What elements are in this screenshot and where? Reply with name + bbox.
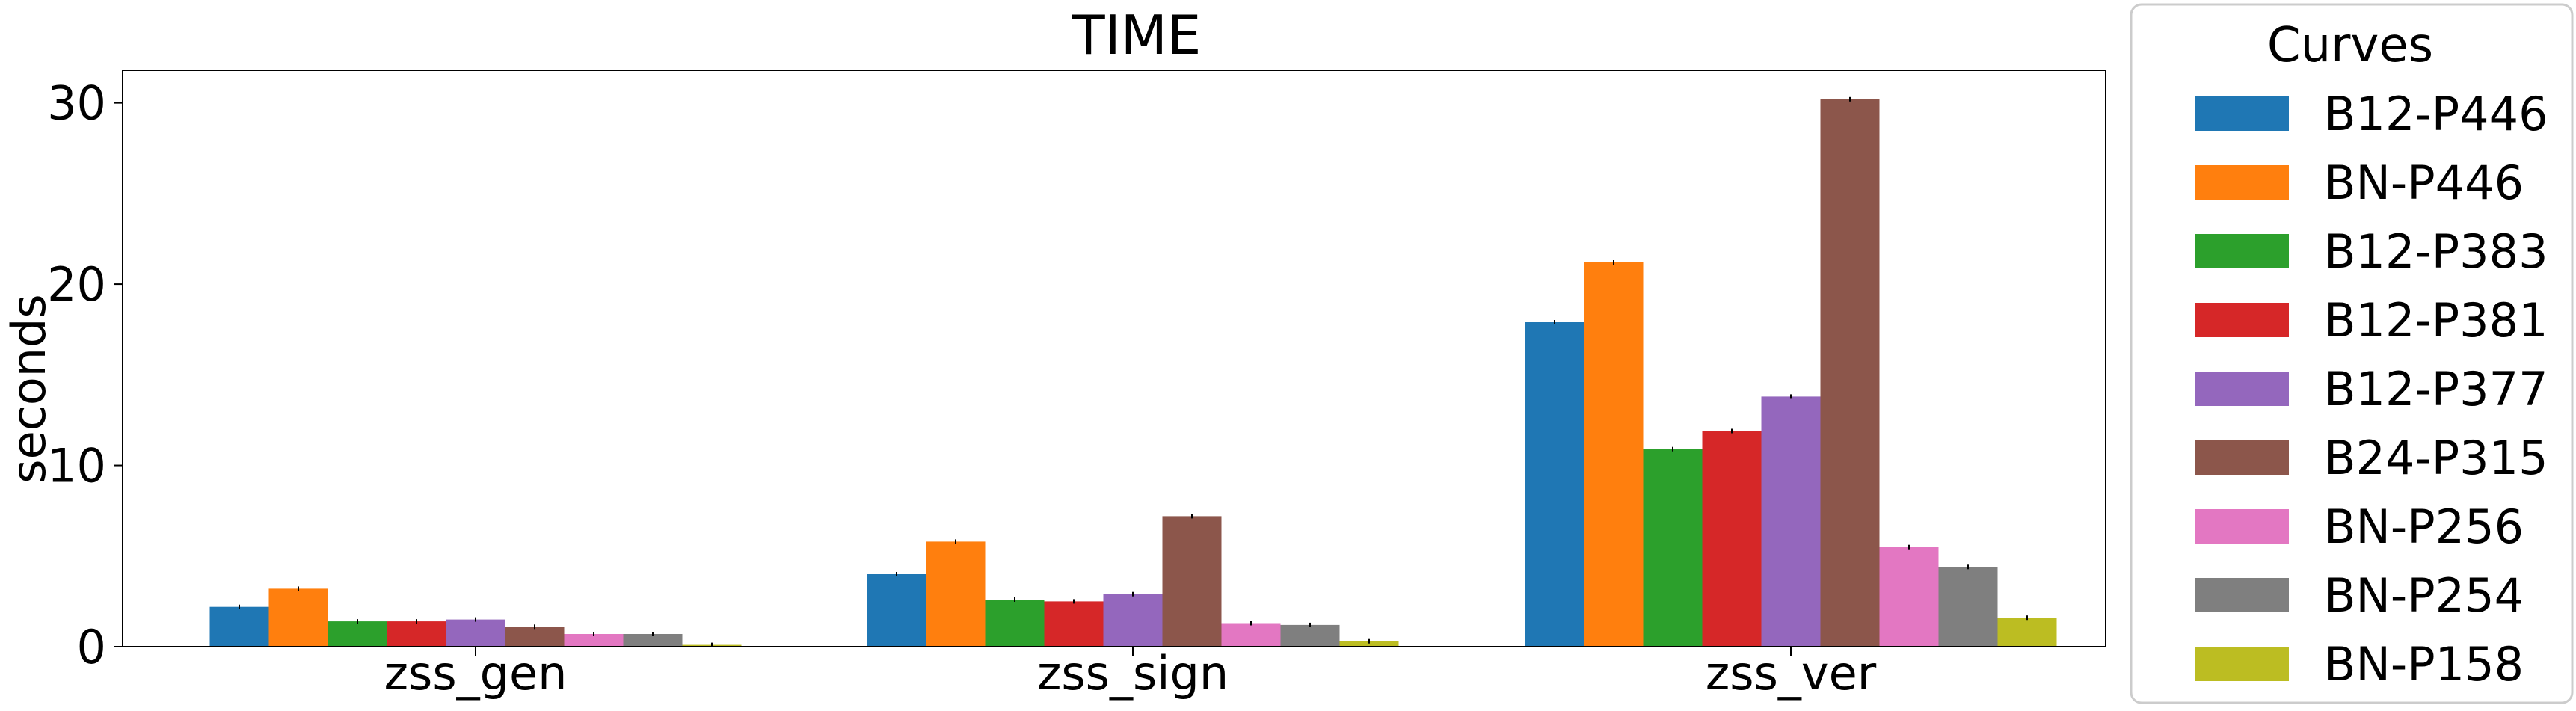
- error-bars-layer: [239, 96, 2028, 647]
- bar-B12-P383-zss_gen: [328, 621, 387, 647]
- bar-BN-P254-zss_gen: [623, 634, 683, 647]
- bar-B12-P446-zss_sign: [867, 574, 926, 647]
- legend-swatch-B24-P315: [2195, 440, 2289, 475]
- bars-layer: [209, 99, 2057, 647]
- bar-B12-P446-zss_ver: [1525, 322, 1584, 647]
- bar-BN-P158-zss_sign: [1339, 641, 1399, 647]
- y-tick-label: 30: [47, 76, 106, 131]
- x-tick-label-zss_sign: zss_sign: [1037, 646, 1229, 701]
- legend: Curves B12-P446BN-P446B12-P383B12-P381B1…: [2130, 3, 2574, 704]
- legend-label-B12-P377: B12-P377: [2324, 362, 2548, 416]
- bar-B12-P381-zss_gen: [387, 621, 446, 647]
- y-tick-label: 10: [47, 439, 106, 493]
- legend-label-B12-P381: B12-P381: [2324, 293, 2548, 348]
- legend-label-BN-P158: BN-P158: [2324, 637, 2524, 692]
- bar-B12-P383-zss_sign: [985, 600, 1045, 647]
- legend-label-BN-P446: BN-P446: [2324, 156, 2524, 210]
- legend-swatch-BN-P446: [2195, 165, 2289, 200]
- legend-swatch-BN-P256: [2195, 509, 2289, 544]
- chart-title: TIME: [1072, 4, 1202, 67]
- bar-BN-P446-zss_gen: [268, 588, 328, 647]
- bar-B12-P377-zss_gen: [446, 619, 505, 647]
- y-ticks: 0 10 20 30: [47, 76, 123, 674]
- bar-BN-P446-zss_sign: [926, 541, 986, 647]
- x-ticks: zss_gen zss_sign zss_ver: [384, 646, 1877, 701]
- bar-BN-P256-zss_sign: [1221, 623, 1281, 647]
- x-tick-label-zss_gen: zss_gen: [384, 646, 568, 701]
- legend-entries: B12-P446 BN-P446 B12-P383 B12-P381 B12-P377 B…: [2195, 87, 2548, 692]
- legend-label-BN-P254: BN-P254: [2324, 568, 2524, 623]
- bar-B12-P446-zss_gen: [209, 606, 269, 647]
- bar-B12-P377-zss_ver: [1761, 396, 1821, 647]
- bar-BN-P254-zss_ver: [1938, 567, 1998, 647]
- legend-swatch-B12-P377: [2195, 372, 2289, 406]
- y-tick-label: 20: [47, 257, 106, 312]
- legend-label-B12-P383: B12-P383: [2324, 224, 2548, 279]
- bar-BN-P256-zss_ver: [1879, 547, 1939, 647]
- legend-swatch-BN-P158: [2195, 647, 2289, 681]
- x-tick-label-zss_ver: zss_ver: [1706, 646, 1877, 701]
- bar-B24-P315-zss_sign: [1162, 516, 1222, 647]
- bar-BN-P446-zss_ver: [1584, 262, 1644, 647]
- bar-BN-P158-zss_ver: [1997, 618, 2057, 647]
- bar-B24-P315-zss_gen: [505, 627, 565, 647]
- bar-B12-P377-zss_sign: [1103, 594, 1163, 647]
- bar-B12-P381-zss_ver: [1702, 431, 1762, 647]
- bar-B24-P315-zss_ver: [1820, 99, 1880, 647]
- legend-label-BN-P256: BN-P256: [2324, 499, 2524, 554]
- legend-label-B24-P315: B24-P315: [2324, 431, 2548, 485]
- legend-swatch-B12-P381: [2195, 303, 2289, 337]
- bar-B12-P381-zss_sign: [1044, 601, 1104, 647]
- plot-frame: [122, 70, 2106, 647]
- y-axis-label: seconds: [1, 294, 56, 483]
- y-tick-label: 0: [77, 620, 106, 674]
- bar-BN-P256-zss_gen: [564, 634, 624, 647]
- legend-swatch-B12-P383: [2195, 234, 2289, 268]
- bar-B12-P383-zss_ver: [1643, 449, 1703, 647]
- legend-title: Curves: [2267, 18, 2433, 73]
- legend-swatch-B12-P446: [2195, 96, 2289, 131]
- legend-label-B12-P446: B12-P446: [2324, 87, 2548, 141]
- bar-BN-P254-zss_sign: [1280, 624, 1340, 647]
- legend-swatch-BN-P254: [2195, 578, 2289, 612]
